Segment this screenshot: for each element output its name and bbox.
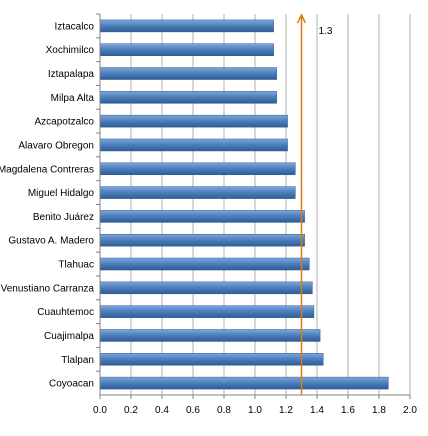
category-label: Miguel Hidalgo bbox=[28, 188, 95, 199]
x-tick-label: 0.6 bbox=[186, 405, 200, 416]
x-tick-label: 0.4 bbox=[155, 405, 169, 416]
x-tick-label: 1.6 bbox=[341, 405, 355, 416]
category-label: Milpa Alta bbox=[51, 93, 95, 104]
bar-venustiano-carranza bbox=[99, 281, 313, 295]
bar-iztapalapa bbox=[99, 67, 277, 80]
category-label: Cuauhtemoc bbox=[37, 307, 94, 318]
x-axis-ticks: 0.0 0.2 0.4 0.6 0.8 1.0 1.2 1.4 1.6 1.8 2.0 bbox=[93, 13, 417, 416]
category-label: Tlalpan bbox=[61, 355, 94, 366]
bar-xochimilco bbox=[99, 43, 274, 56]
bar-azcapotzalco bbox=[99, 114, 288, 128]
bar-tlalpan bbox=[99, 353, 324, 366]
reference-line: 1.3 bbox=[296, 13, 333, 395]
x-tick-label: 2.0 bbox=[403, 405, 417, 416]
bar-tlahuac bbox=[99, 257, 310, 271]
x-tick-label: 1.0 bbox=[248, 405, 262, 416]
category-label: Coyoacan bbox=[49, 379, 94, 390]
category-label: Benito Juárez bbox=[33, 212, 94, 223]
category-label: Iztacalco bbox=[55, 21, 95, 32]
bar-cuajimalpa bbox=[99, 329, 321, 342]
category-label: Gustavo A. Madero bbox=[8, 236, 94, 247]
category-label: Magdalena Contreras bbox=[0, 164, 94, 175]
x-tick-label: 1.2 bbox=[279, 405, 293, 416]
bar-cuauhtemoc bbox=[99, 305, 315, 318]
bar-benito-ju-rez bbox=[99, 210, 305, 223]
bar-iztacalco bbox=[99, 19, 274, 33]
bar-magdalena-contreras bbox=[99, 162, 296, 176]
category-label: Tlahuac bbox=[58, 260, 94, 271]
category-labels: Iztacalco Xochimilco Iztapalapa Milpa Alta A… bbox=[0, 21, 94, 389]
bar-gustavo-a-madero bbox=[99, 233, 305, 247]
x-tick-label: 1.4 bbox=[310, 405, 324, 416]
category-label: Alavaro Obregon bbox=[18, 140, 94, 151]
x-tick-label: 1.8 bbox=[372, 405, 386, 416]
reference-line-label: 1.3 bbox=[319, 26, 333, 37]
bar-series bbox=[99, 19, 389, 390]
bar-miguel-hidalgo bbox=[99, 186, 296, 199]
bar-alavaro-obregon bbox=[99, 138, 288, 152]
category-label: Iztapalapa bbox=[48, 69, 95, 80]
bar-milpa-alta bbox=[99, 91, 277, 104]
x-tick-label: 0.2 bbox=[124, 405, 138, 416]
bar-coyoacan bbox=[99, 376, 389, 390]
category-label: Azcapotzalco bbox=[35, 117, 95, 128]
category-label: Cuajimalpa bbox=[44, 331, 94, 342]
reference-arrowhead bbox=[296, 13, 307, 24]
x-tick-label: 0.0 bbox=[93, 405, 107, 416]
x-tick-label: 0.8 bbox=[217, 405, 231, 416]
category-label: Xochimilco bbox=[46, 45, 95, 56]
axes bbox=[99, 14, 410, 396]
category-label: Venustiano Carranza bbox=[1, 283, 95, 294]
